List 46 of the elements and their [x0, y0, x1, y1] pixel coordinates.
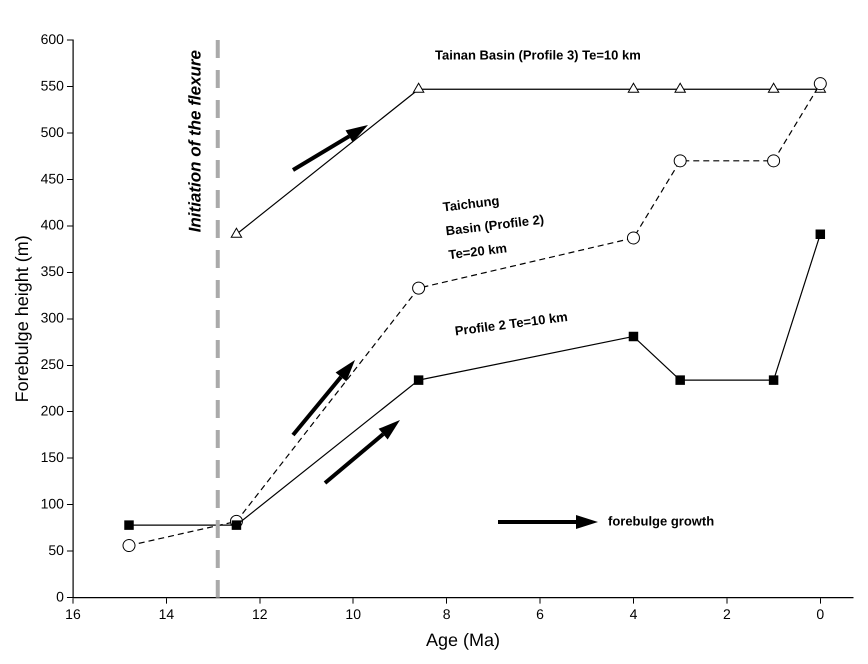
- x-tick-label: 6: [536, 606, 544, 622]
- point: [674, 154, 687, 168]
- text: Taichung Basin (Profile 2) Te=20 km: [442, 192, 545, 262]
- annotation: forebulge growth: [608, 514, 714, 529]
- x-tick-label: 14: [158, 606, 174, 622]
- text: Profile 2 Te=10 km: [454, 308, 568, 339]
- point: [628, 82, 640, 93]
- y-tick-label: 50: [48, 542, 64, 558]
- y-tick-label: 600: [40, 30, 64, 47]
- x-tick-label: 0: [816, 606, 824, 622]
- point: [626, 231, 640, 244]
- x-tick-label: 4: [630, 606, 638, 622]
- point: [675, 375, 685, 385]
- point: [412, 282, 426, 295]
- point: [768, 82, 780, 93]
- x-tick-label: 8: [442, 606, 451, 622]
- ref-line-label: Initiation of the flexure: [185, 50, 204, 232]
- point: [124, 520, 134, 530]
- point: [230, 228, 242, 238]
- point: [674, 82, 686, 93]
- x-tick-label: 2: [722, 606, 731, 622]
- point: [816, 229, 826, 239]
- y-tick-label: 400: [40, 216, 64, 233]
- point: [414, 375, 424, 385]
- y-tick-label: 550: [40, 77, 64, 94]
- point: [412, 82, 424, 93]
- y-tick-label: 450: [40, 170, 64, 186]
- x-tick-label: 10: [345, 606, 362, 622]
- point: [768, 375, 778, 385]
- point: [628, 332, 638, 342]
- y-tick-label: 0: [56, 588, 64, 604]
- series-label: Tainan Basin (Profile 3) Te=10 km: [435, 48, 641, 63]
- y-tick-label: 150: [40, 449, 64, 466]
- point: [814, 77, 827, 90]
- y-tick-label: 200: [40, 402, 64, 419]
- y-tick-label: 250: [40, 356, 64, 372]
- y-tick-label: 350: [40, 263, 64, 280]
- x-axis-title: Age (Ma): [426, 630, 500, 650]
- y-tick-label: 100: [40, 496, 64, 512]
- x-tick-label: 16: [65, 606, 81, 622]
- y-tick-label: 300: [40, 310, 64, 326]
- x-tick-label: 12: [252, 606, 268, 622]
- y-axis-title: Forebulge height (m): [12, 235, 32, 402]
- y-tick-label: 500: [40, 124, 64, 140]
- point: [767, 154, 780, 168]
- point: [122, 539, 136, 552]
